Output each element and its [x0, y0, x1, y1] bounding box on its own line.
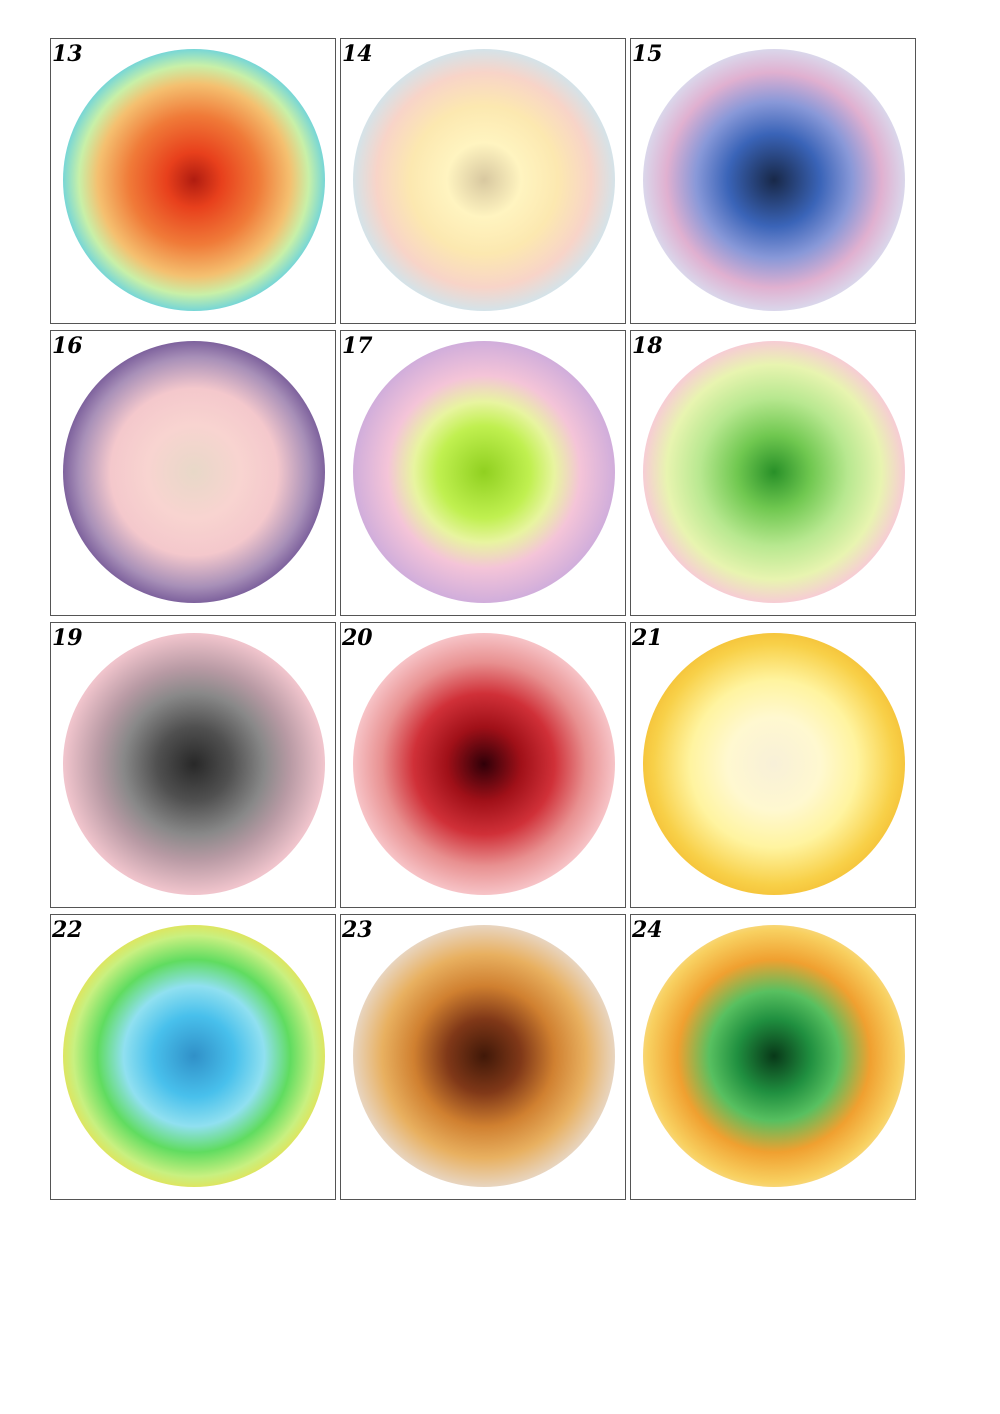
yarn-card: 23 — [340, 914, 626, 1200]
yarn-card: 19 — [50, 622, 336, 908]
yarn-number: 18 — [632, 333, 663, 359]
yarn-number: 22 — [52, 917, 83, 943]
yarn-photo — [643, 925, 905, 1187]
yarn-number: 21 — [632, 625, 663, 651]
yarn-photo — [353, 633, 615, 895]
yarn-card: 15 — [630, 38, 916, 324]
yarn-number: 16 — [52, 333, 83, 359]
yarn-number: 24 — [632, 917, 663, 943]
yarn-card: 17 — [340, 330, 626, 616]
yarn-photo — [353, 341, 615, 603]
yarn-photo — [63, 49, 325, 311]
yarn-number: 14 — [342, 41, 373, 67]
yarn-number: 20 — [342, 625, 373, 651]
yarn-card: 18 — [630, 330, 916, 616]
yarn-number: 19 — [52, 625, 83, 651]
yarn-card: 22 — [50, 914, 336, 1200]
yarn-photo — [353, 49, 615, 311]
yarn-photo — [643, 341, 905, 603]
yarn-card: 20 — [340, 622, 626, 908]
yarn-number: 17 — [342, 333, 373, 359]
yarn-photo — [353, 925, 615, 1187]
yarn-number: 23 — [342, 917, 373, 943]
yarn-photo — [643, 633, 905, 895]
yarn-photo — [63, 633, 325, 895]
yarn-card: 16 — [50, 330, 336, 616]
yarn-number: 13 — [52, 41, 83, 67]
yarn-photo — [643, 49, 905, 311]
yarn-grid: 13 14 15 16 17 18 19 20 21 22 23 24 — [50, 38, 916, 1200]
yarn-photo — [63, 341, 325, 603]
yarn-card: 13 — [50, 38, 336, 324]
yarn-card: 14 — [340, 38, 626, 324]
yarn-card: 24 — [630, 914, 916, 1200]
yarn-card: 21 — [630, 622, 916, 908]
yarn-number: 15 — [632, 41, 663, 67]
yarn-photo — [63, 925, 325, 1187]
